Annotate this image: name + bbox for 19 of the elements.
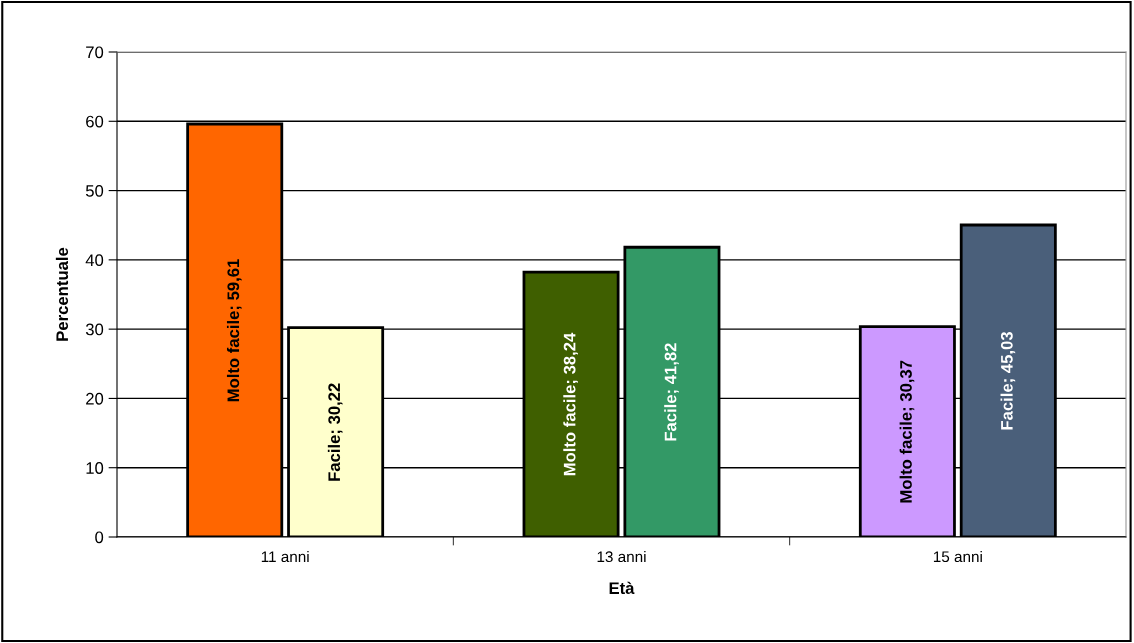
x-tick-label: 11 anni	[261, 550, 309, 563]
y-tick-label: 40	[85, 254, 104, 267]
x-axis-title: Età	[609, 581, 635, 595]
y-tick-label: 0	[95, 531, 104, 544]
y-tick-label: 60	[86, 115, 104, 128]
x-tick-label: 15 anni	[933, 550, 982, 563]
data-label: Molto facile; 30,37	[899, 360, 915, 503]
data-label: Molto facile; 38,24	[563, 332, 578, 476]
data-label: Facile; 45,03	[1000, 332, 1016, 430]
data-label: Facile; 30,22	[327, 383, 343, 481]
y-tick-label: 30	[85, 323, 104, 336]
y-tick-label: 10	[86, 462, 104, 474]
y-tick-label: 20	[86, 392, 104, 405]
y-axis-title: Percentuale	[55, 247, 69, 341]
x-tick-label: 13 anni	[597, 550, 646, 563]
y-tick-label: 70	[86, 46, 104, 59]
y-tick-label: 50	[85, 184, 104, 197]
data-label: Facile; 41,82	[664, 343, 679, 441]
data-label: Molto facile; 59,61	[226, 259, 242, 402]
